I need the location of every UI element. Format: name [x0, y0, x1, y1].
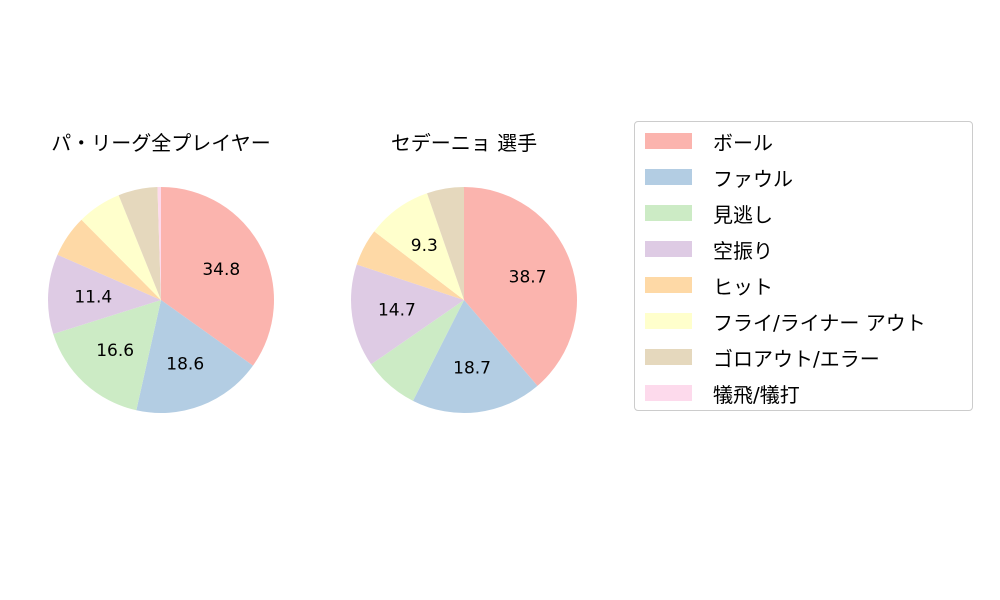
- legend-item: 空振り: [645, 237, 773, 263]
- pie-slice: [412, 300, 538, 413]
- slice-value-label: 18.6: [166, 354, 204, 374]
- pie-slice: [464, 187, 577, 386]
- legend-label: ゴロアウト/エラー: [713, 346, 880, 371]
- pie-slice: [136, 300, 253, 413]
- pie-slice: [351, 264, 464, 365]
- pie-slice: [161, 187, 274, 366]
- legend-swatch: [645, 277, 692, 293]
- legend-label: ファウル: [713, 166, 793, 191]
- slice-value-label: 16.6: [96, 341, 134, 361]
- legend-swatch: [645, 349, 692, 365]
- slice-value-label: 11.4: [74, 287, 112, 307]
- pie-slice: [81, 195, 161, 300]
- legend-label: ヒット: [713, 274, 773, 299]
- pie-slice: [427, 187, 464, 300]
- pie-slice: [118, 187, 161, 300]
- legend-label: 空振り: [713, 238, 773, 263]
- left-chart-title: パ・リーグ全プレイヤー: [51, 131, 271, 155]
- legend-swatch: [645, 205, 692, 221]
- legend-item: 見逃し: [645, 201, 773, 227]
- right-chart-title: セデーニョ 選手: [390, 131, 538, 155]
- slice-value-label: 18.7: [453, 358, 491, 378]
- legend-swatch: [645, 313, 692, 329]
- legend-label: ボール: [713, 130, 773, 155]
- pie-slice: [374, 193, 464, 300]
- pie-slice: [57, 219, 161, 300]
- pie-slice: [47, 254, 161, 334]
- pie-slice: [53, 300, 161, 411]
- legend-item: ボール: [645, 129, 773, 155]
- legend-label: フライ/ライナー アウト: [713, 310, 926, 335]
- legend-label: 見逃し: [713, 202, 773, 227]
- legend: ボールファウル見逃し空振りヒットフライ/ライナー アウト ゴロアウト/エラー 犠飛/…: [634, 121, 973, 411]
- pie-slice: [371, 300, 464, 401]
- legend-label: 犠飛/犠打: [713, 382, 800, 407]
- legend-swatch: [645, 241, 692, 257]
- legend-item: ゴロアウト/エラー: [645, 345, 880, 371]
- slice-value-label: 9.3: [411, 236, 438, 256]
- pie-slice: [157, 187, 161, 300]
- slice-value-label: 34.8: [202, 260, 240, 280]
- legend-item: ファウル: [645, 165, 793, 191]
- legend-item: 犠飛/犠打: [645, 381, 800, 407]
- legend-item: フライ/ライナー アウト: [645, 309, 926, 335]
- legend-swatch: [645, 385, 692, 401]
- legend-swatch: [645, 133, 692, 149]
- slice-value-label: 14.7: [378, 301, 416, 321]
- player-pie-chart: 38.7 18.7 14.7 9.3: [351, 187, 577, 413]
- slice-value-label: 38.7: [509, 268, 547, 288]
- legend-swatch: [645, 169, 692, 185]
- league-pie-chart: 34.8 18.6 16.6 11.4: [47, 187, 274, 413]
- legend-item: ヒット: [645, 273, 773, 299]
- pie-slice: [356, 231, 464, 300]
